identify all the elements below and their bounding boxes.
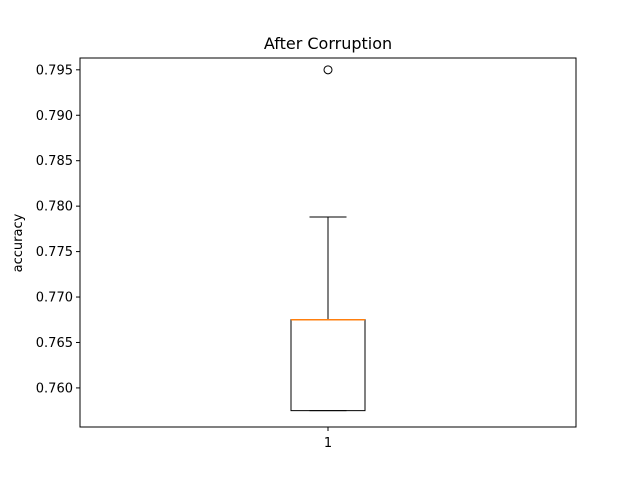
x-tick-label: 1 (324, 436, 332, 451)
y-axis-label: accuracy (11, 213, 26, 272)
chart-title: After Corruption (264, 34, 392, 53)
y-tick-label: 0.765 (36, 336, 73, 351)
y-tick-label: 0.775 (36, 245, 73, 260)
outlier-point (323, 65, 333, 75)
x-axis-ticks: 1 (324, 427, 332, 451)
y-tick-label: 0.790 (36, 109, 73, 124)
y-tick-label: 0.760 (36, 381, 73, 396)
y-axis-ticks: 0.760 0.765 0.770 0.775 0.780 0.785 0.790 0.795 (36, 63, 80, 396)
y-tick-label: 0.785 (36, 154, 73, 169)
y-tick-label: 0.795 (36, 63, 73, 78)
plot-area (290, 65, 366, 412)
y-tick-label: 0.770 (36, 291, 73, 306)
y-tick-label: 0.780 (36, 200, 73, 215)
